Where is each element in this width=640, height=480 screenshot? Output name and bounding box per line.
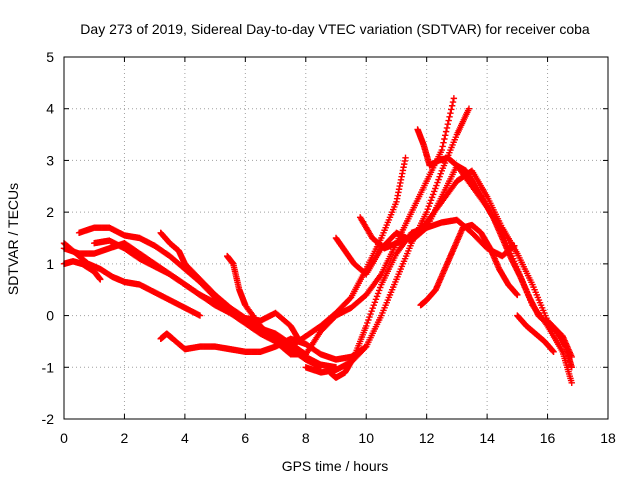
data-point-interp — [440, 139, 447, 146]
x-axis-label: GPS time / hours — [282, 458, 389, 474]
y-tick-label: -2 — [42, 411, 55, 427]
data-point-interp — [436, 173, 443, 180]
data-point-interp — [441, 135, 448, 143]
data-point — [568, 379, 575, 386]
y-tick-label: 1 — [46, 256, 54, 272]
data-point-interp — [445, 117, 452, 124]
data-point — [450, 95, 458, 102]
data-point-interp — [432, 185, 439, 192]
data-point — [363, 322, 370, 330]
y-axis-label: SDTVAR / TECUs — [5, 183, 21, 295]
data-point-interp — [364, 319, 371, 327]
data-point-interp — [377, 284, 384, 291]
data-point-interp — [439, 143, 446, 150]
y-tick-label: 3 — [46, 152, 54, 168]
x-tick-label: 12 — [419, 430, 435, 446]
y-tick-label: -1 — [42, 359, 55, 375]
data-point-interp — [365, 316, 372, 324]
data-point-interp — [448, 106, 455, 113]
data-point-interp — [434, 179, 441, 186]
x-tick-label: 8 — [302, 430, 310, 446]
data-point-interp — [428, 194, 436, 201]
x-tick-label: 18 — [600, 430, 616, 446]
data-point-interp — [447, 109, 454, 117]
data-point-interp — [366, 313, 373, 321]
x-tick-label: 4 — [181, 430, 189, 446]
y-tick-label: 0 — [46, 308, 54, 324]
data-point-interp — [449, 98, 457, 106]
data-point — [465, 105, 473, 112]
data-point-interp — [424, 205, 431, 213]
y-tick-label: 2 — [46, 204, 54, 220]
x-tick-label: 10 — [358, 430, 374, 446]
data-point-interp — [427, 197, 435, 204]
data-point-interp — [444, 121, 452, 128]
data-point — [97, 276, 104, 283]
data-point-interp — [373, 293, 381, 300]
data-point — [568, 364, 575, 371]
data-point-interp — [375, 287, 383, 294]
y-tick-label: 4 — [46, 101, 54, 117]
y-tick-label: 5 — [46, 49, 54, 65]
data-point-interp — [361, 344, 369, 351]
data-point-interp — [443, 124, 451, 132]
data-point — [423, 208, 430, 216]
x-tick-label: 2 — [121, 430, 129, 446]
data-point-interp — [368, 307, 375, 315]
data-point-interp — [446, 113, 453, 121]
data-point-interp — [425, 203, 433, 210]
data-point-interp — [367, 310, 374, 318]
data-point — [550, 348, 557, 355]
data-point — [402, 154, 409, 162]
data-point-interp — [431, 188, 438, 195]
data-point-interp — [433, 182, 440, 189]
data-point — [196, 312, 204, 319]
data-point-interp — [442, 128, 450, 135]
data-point — [438, 146, 445, 154]
plot-frame — [63, 56, 609, 420]
data-point-interp — [448, 102, 456, 109]
data-point-interp — [370, 302, 377, 309]
x-tick-label: 6 — [241, 430, 249, 446]
x-tick-label: 0 — [60, 430, 68, 446]
data-point-interp — [426, 200, 434, 207]
x-tick-label: 16 — [540, 430, 556, 446]
data-point-interp — [371, 299, 379, 306]
data-points — [60, 95, 575, 386]
chart-title: Day 273 of 2019, Sidereal Day-to-day VTE… — [80, 21, 590, 37]
x-tick-label: 14 — [479, 430, 495, 446]
data-point-interp — [437, 170, 444, 177]
data-point-interp — [372, 296, 380, 303]
data-point-interp — [435, 176, 442, 183]
data-point-interp — [374, 290, 382, 297]
data-point-interp — [442, 132, 449, 139]
data-point-interp — [369, 304, 376, 312]
data-point-interp — [429, 191, 437, 198]
data-point — [514, 291, 521, 299]
